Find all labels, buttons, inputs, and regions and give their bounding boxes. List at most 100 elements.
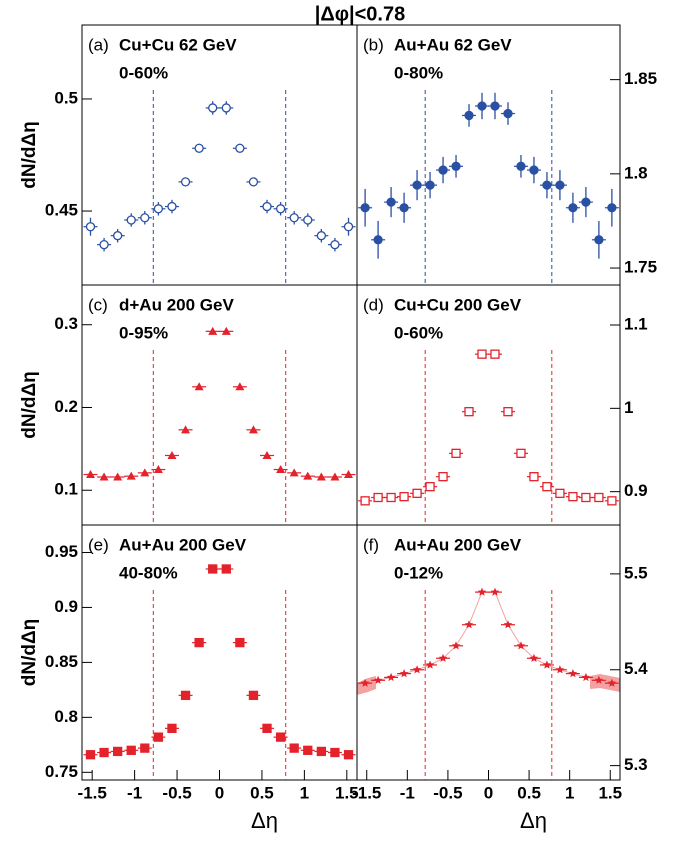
marker: [503, 620, 513, 629]
marker: [126, 471, 136, 480]
marker: [275, 732, 286, 742]
marker: [542, 482, 552, 492]
marker: [153, 204, 164, 214]
marker: [360, 678, 370, 687]
y-tick-label: 0.2: [54, 397, 78, 416]
marker: [262, 201, 272, 212]
marker: [451, 641, 461, 650]
marker: [180, 690, 191, 701]
marker: [464, 110, 474, 121]
marker: [503, 108, 513, 119]
panel-label: (f): [363, 535, 379, 554]
marker: [248, 425, 258, 434]
marker: [360, 203, 370, 213]
marker: [464, 407, 474, 417]
marker: [386, 672, 396, 682]
marker: [344, 470, 354, 479]
marker: [180, 177, 191, 187]
marker: [490, 101, 500, 111]
marker: [386, 197, 396, 207]
marker: [542, 180, 552, 190]
marker: [181, 425, 191, 434]
y-tick-label: 1.8: [624, 163, 648, 182]
marker: [555, 488, 565, 498]
marker: [330, 747, 340, 758]
marker: [399, 492, 409, 502]
marker: [99, 240, 109, 250]
y-tick-label: 5.3: [624, 755, 648, 774]
x-tick-label: 0: [484, 783, 493, 802]
y-tick-label: 0.45: [45, 201, 78, 220]
marker: [568, 492, 578, 502]
y-tick-label: 0.1: [54, 480, 78, 499]
marker: [477, 101, 487, 111]
marker: [607, 678, 617, 687]
marker: [516, 161, 526, 171]
y-tick-label: 0.9: [54, 597, 78, 616]
marker: [289, 743, 299, 753]
panel-label: (e): [88, 535, 109, 554]
panel-title: Au+Au 200 GeV: [119, 535, 247, 554]
marker: [581, 672, 591, 682]
panel-label: (a): [88, 35, 109, 54]
marker: [126, 745, 136, 755]
panel-subtitle: 40-80%: [119, 563, 178, 582]
marker: [316, 231, 327, 241]
marker: [477, 349, 487, 359]
panel-subtitle: 0-60%: [394, 323, 443, 342]
panel-label: (d): [363, 295, 384, 314]
x-tick-label: -1.5: [352, 783, 381, 802]
y-axis-label: dN/dΔη: [19, 371, 40, 438]
marker: [607, 203, 617, 213]
marker: [373, 235, 383, 245]
panel-title: Cu+Cu 62 GeV: [119, 35, 237, 54]
marker: [112, 746, 123, 757]
marker: [503, 407, 513, 417]
marker: [248, 177, 259, 187]
y-tick-label: 0.85: [45, 652, 78, 671]
marker: [451, 448, 461, 458]
marker: [289, 468, 299, 477]
marker: [542, 660, 552, 669]
marker: [167, 450, 177, 459]
marker: [208, 103, 218, 113]
y-axis-label: dN/dΔη: [19, 121, 40, 188]
marker: [262, 450, 272, 459]
marker: [490, 349, 500, 359]
marker: [167, 723, 177, 733]
x-tick-label: 1: [300, 783, 309, 802]
x-tick-label: 1.5: [335, 783, 359, 802]
marker: [316, 746, 327, 757]
x-tick-label: 1.5: [598, 783, 622, 802]
panel-label: (b): [363, 35, 384, 54]
y-tick-label: 5.4: [624, 659, 648, 678]
marker: [153, 732, 164, 742]
marker: [477, 587, 487, 596]
marker: [581, 197, 591, 207]
figure-title: |Δφ|<0.78: [315, 3, 405, 25]
marker: [330, 240, 340, 250]
marker: [221, 103, 231, 113]
marker: [221, 326, 231, 335]
marker: [276, 465, 286, 474]
x-tick-label: 0.5: [517, 783, 541, 802]
marker: [235, 143, 245, 153]
y-tick-label: 0.8: [54, 707, 78, 726]
panel-title: Au+Au 62 GeV: [394, 35, 512, 54]
marker: [594, 675, 604, 684]
marker: [140, 468, 150, 477]
y-tick-label: 1.75: [624, 258, 657, 277]
marker: [451, 161, 461, 171]
marker: [581, 492, 591, 503]
marker: [113, 472, 123, 481]
marker: [555, 180, 565, 190]
marker: [568, 203, 578, 213]
marker: [126, 215, 136, 225]
marker: [303, 215, 313, 225]
marker: [303, 471, 313, 480]
marker: [140, 743, 150, 753]
marker: [99, 747, 109, 758]
y-tick-label: 0.9: [624, 481, 648, 500]
marker: [85, 222, 96, 232]
x-tick-label: -0.5: [433, 783, 462, 802]
